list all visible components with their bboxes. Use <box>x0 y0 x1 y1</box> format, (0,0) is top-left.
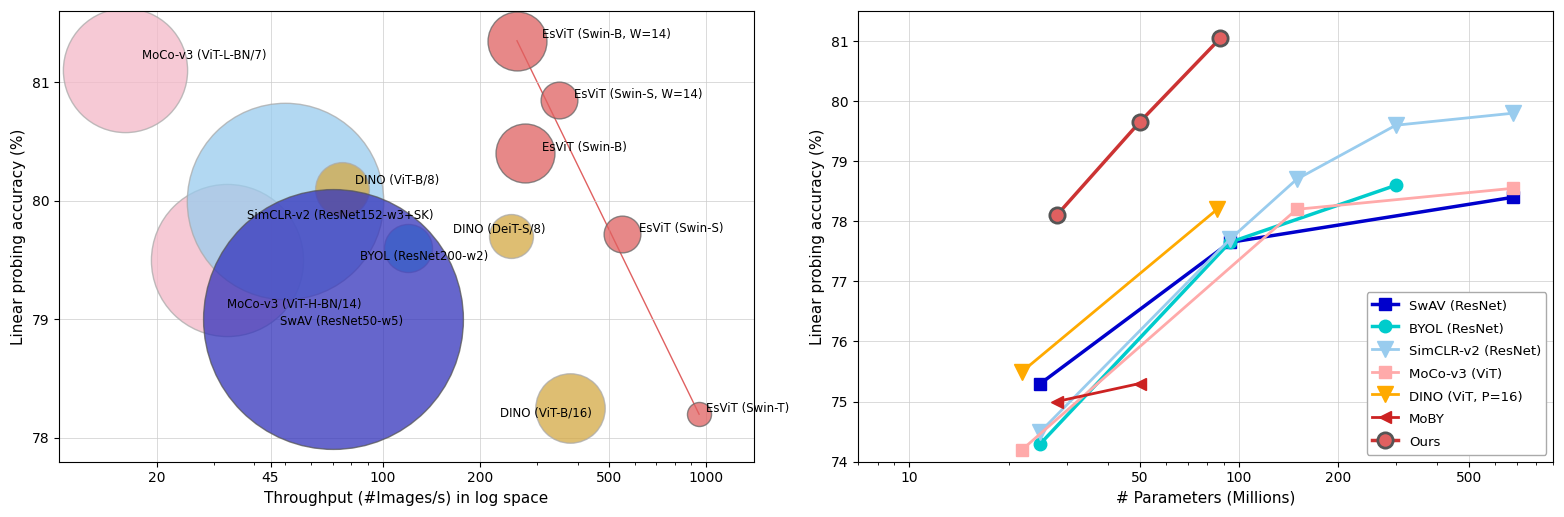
Point <box>113 66 138 74</box>
Text: MoCo-v3 (ViT-L-BN/7): MoCo-v3 (ViT-L-BN/7) <box>142 49 266 62</box>
Point <box>546 96 571 104</box>
Legend: SwAV (ResNet), BYOL (ResNet), SimCLR-v2 (ResNet), MoCo-v3 (ViT), DINO (ViT, P=16: SwAV (ResNet), BYOL (ResNet), SimCLR-v2 … <box>1367 292 1547 455</box>
Text: EsViT (Swin-T): EsViT (Swin-T) <box>707 402 790 415</box>
Point <box>610 230 635 238</box>
Y-axis label: Linear probing accuracy (%): Linear probing accuracy (%) <box>810 128 826 344</box>
Y-axis label: Linear probing accuracy (%): Linear probing accuracy (%) <box>11 128 27 344</box>
Text: SimCLR-v2 (ResNet152-w3+SK): SimCLR-v2 (ResNet152-w3+SK) <box>247 208 433 222</box>
Point <box>330 185 355 193</box>
Point <box>396 244 421 252</box>
Text: EsViT (Swin-B): EsViT (Swin-B) <box>541 141 627 154</box>
Text: SwAV (ResNet50-w5): SwAV (ResNet50-w5) <box>280 315 402 328</box>
X-axis label: # Parameters (Millions): # Parameters (Millions) <box>1117 491 1295 506</box>
Point <box>558 404 583 413</box>
Point <box>214 256 239 264</box>
Point <box>321 315 346 324</box>
Text: BYOL (ResNet200-w2): BYOL (ResNet200-w2) <box>360 250 488 263</box>
Text: MoCo-v3 (ViT-H-BN/14): MoCo-v3 (ViT-H-BN/14) <box>227 297 361 311</box>
Text: EsViT (Swin-S): EsViT (Swin-S) <box>640 222 724 235</box>
Point <box>505 37 530 45</box>
Text: DINO (DeiT-S/8): DINO (DeiT-S/8) <box>454 223 546 236</box>
Text: DINO (ViT-B/16): DINO (ViT-B/16) <box>500 406 591 420</box>
Point <box>272 196 297 205</box>
Text: EsViT (Swin-B, W=14): EsViT (Swin-B, W=14) <box>541 28 671 41</box>
Point <box>499 232 524 240</box>
Point <box>513 149 538 158</box>
X-axis label: Throughput (#Images/s) in log space: Throughput (#Images/s) in log space <box>264 491 549 506</box>
Point <box>687 410 712 418</box>
Text: EsViT (Swin-S, W=14): EsViT (Swin-S, W=14) <box>574 88 702 101</box>
Text: DINO (ViT-B/8): DINO (ViT-B/8) <box>355 173 439 186</box>
